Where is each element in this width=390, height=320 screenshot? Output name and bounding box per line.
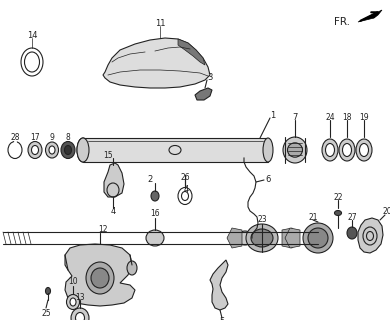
Ellipse shape <box>49 146 55 154</box>
Text: 12: 12 <box>98 226 108 235</box>
Ellipse shape <box>246 224 278 252</box>
Polygon shape <box>358 218 383 253</box>
Polygon shape <box>104 163 124 197</box>
Text: 7: 7 <box>292 113 298 122</box>
Text: 17: 17 <box>30 132 40 141</box>
Text: 9: 9 <box>50 132 55 141</box>
Ellipse shape <box>347 227 357 239</box>
Text: 14: 14 <box>27 30 37 39</box>
Text: 16: 16 <box>150 210 160 219</box>
Ellipse shape <box>67 294 80 309</box>
Text: 3: 3 <box>207 73 213 82</box>
Text: 4: 4 <box>183 186 189 195</box>
Ellipse shape <box>342 143 351 156</box>
Ellipse shape <box>46 142 58 158</box>
Text: 4: 4 <box>110 207 115 217</box>
Ellipse shape <box>86 262 114 294</box>
Polygon shape <box>103 38 210 88</box>
Ellipse shape <box>28 141 42 158</box>
Ellipse shape <box>70 298 76 306</box>
Ellipse shape <box>71 308 89 320</box>
Text: 19: 19 <box>359 113 369 122</box>
Text: 21: 21 <box>308 212 318 221</box>
Polygon shape <box>358 10 382 22</box>
Text: 5: 5 <box>219 317 225 320</box>
Ellipse shape <box>335 211 342 215</box>
Ellipse shape <box>76 313 85 320</box>
Ellipse shape <box>77 138 89 162</box>
Text: 13: 13 <box>75 292 85 301</box>
Ellipse shape <box>283 137 307 163</box>
Ellipse shape <box>339 139 355 161</box>
Text: 10: 10 <box>68 277 78 286</box>
Text: 8: 8 <box>66 132 70 141</box>
Polygon shape <box>178 39 205 65</box>
Ellipse shape <box>287 143 303 157</box>
Text: 2: 2 <box>147 175 152 185</box>
Text: 28: 28 <box>10 132 20 141</box>
Ellipse shape <box>64 146 71 155</box>
Ellipse shape <box>263 138 273 162</box>
Text: 1: 1 <box>270 110 276 119</box>
Text: 11: 11 <box>155 19 165 28</box>
Ellipse shape <box>303 223 333 253</box>
Text: 18: 18 <box>342 113 352 122</box>
Polygon shape <box>282 228 297 248</box>
Ellipse shape <box>77 138 89 162</box>
Ellipse shape <box>146 230 164 246</box>
Text: FR.: FR. <box>334 17 350 27</box>
Ellipse shape <box>91 268 109 288</box>
Text: 24: 24 <box>325 113 335 122</box>
Ellipse shape <box>127 261 137 275</box>
Polygon shape <box>195 88 212 100</box>
Text: 27: 27 <box>347 212 357 221</box>
Ellipse shape <box>61 141 75 158</box>
Ellipse shape <box>322 139 338 161</box>
Ellipse shape <box>32 146 39 155</box>
Ellipse shape <box>356 139 372 161</box>
Ellipse shape <box>308 228 328 248</box>
Ellipse shape <box>151 191 159 201</box>
Text: 26: 26 <box>180 172 190 181</box>
Text: 25: 25 <box>41 309 51 318</box>
Ellipse shape <box>238 231 252 245</box>
Ellipse shape <box>326 143 335 156</box>
Text: 23: 23 <box>257 215 267 225</box>
Ellipse shape <box>360 143 369 156</box>
Text: 22: 22 <box>333 193 343 202</box>
Polygon shape <box>210 260 228 310</box>
Ellipse shape <box>46 287 50 294</box>
Text: 15: 15 <box>103 150 113 159</box>
Text: 20: 20 <box>382 207 390 217</box>
Ellipse shape <box>253 231 267 245</box>
Ellipse shape <box>251 229 273 247</box>
Polygon shape <box>65 244 135 306</box>
Polygon shape <box>285 228 300 248</box>
Text: 6: 6 <box>265 175 271 185</box>
Polygon shape <box>83 138 268 162</box>
Polygon shape <box>227 228 242 248</box>
